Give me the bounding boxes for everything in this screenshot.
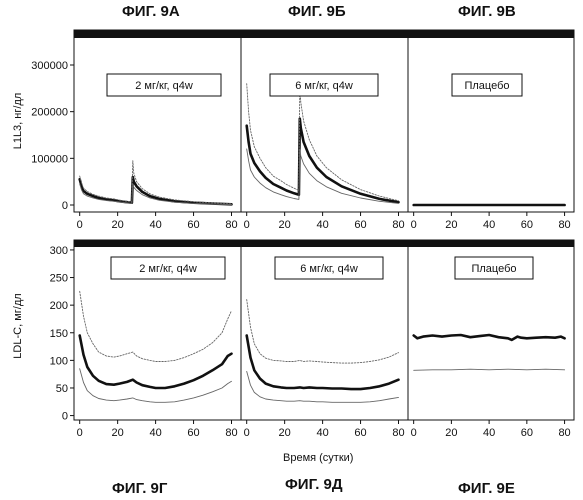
x-tick-label: 20 [445, 427, 457, 439]
x-tick-label: 0 [411, 219, 417, 231]
y-tick-label: 300000 [31, 60, 68, 72]
x-tick-label: 20 [279, 427, 291, 439]
y-tick-label: 200 [50, 300, 68, 312]
x-tick-label: 0 [77, 427, 83, 439]
x-tick-label: 40 [316, 427, 328, 439]
x-tick-label: 60 [521, 427, 533, 439]
x-tick-label: 80 [392, 219, 404, 231]
x-tick-label: 80 [225, 219, 237, 231]
y-tick-label: 300 [50, 245, 68, 257]
series-mean-line [414, 335, 565, 340]
panel-label: 2 мг/кг, q4w [135, 80, 193, 92]
y-tick-label: 0 [62, 200, 68, 212]
y-tick-label: 0 [62, 411, 68, 423]
x-tick-label: 20 [445, 219, 457, 231]
x-tick-label: 40 [149, 219, 161, 231]
x-tick-label: 60 [187, 427, 199, 439]
x-tick-label: 60 [354, 427, 366, 439]
panel-header-band [74, 30, 574, 38]
y-tick-label: 250 [50, 273, 68, 285]
panel-label: 6 мг/кг, q4w [300, 263, 358, 275]
series-upper-line [80, 291, 232, 361]
series-lower-line [80, 184, 232, 205]
x-tick-label: 0 [244, 427, 250, 439]
panel-label: 6 мг/кг, q4w [295, 80, 353, 92]
x-tick-label: 60 [354, 219, 366, 231]
x-tick-label: 20 [279, 219, 291, 231]
series-upper-line [247, 84, 399, 201]
y-tick-label: 200000 [31, 107, 68, 119]
x-tick-label: 80 [392, 427, 404, 439]
y-tick-label: 150 [50, 328, 68, 340]
x-tick-label: 20 [112, 219, 124, 231]
figure-title-9e: ФИГ. 9Д [285, 476, 343, 493]
x-tick-label: 60 [187, 219, 199, 231]
x-tick-label: 20 [112, 427, 124, 439]
figure-title-9d: ФИГ. 9Г [112, 480, 167, 497]
x-tick-label: 40 [483, 427, 495, 439]
series-upper-line [247, 300, 399, 364]
x-tick-label: 40 [316, 219, 328, 231]
x-tick-label: 0 [244, 219, 250, 231]
x-tick-label: 80 [558, 219, 570, 231]
panel-frame [408, 30, 574, 212]
panel-label: Плацебо [471, 263, 516, 275]
panel-frame [74, 30, 241, 212]
x-tick-label: 40 [483, 219, 495, 231]
x-tick-label: 80 [558, 427, 570, 439]
series-lower-line [414, 369, 565, 370]
panel-header-band [74, 240, 574, 247]
panel-label: Плацебо [464, 80, 509, 92]
figure-title-9f: ФИГ. 9Е [458, 480, 515, 497]
x-tick-label: 0 [411, 427, 417, 439]
y-tick-label: 100000 [31, 153, 68, 165]
y-tick-label: 50 [56, 383, 68, 395]
x-tick-label: 0 [77, 219, 83, 231]
x-axis-label: Время (сутки) [283, 452, 353, 464]
panel-label: 2 мг/кг, q4w [139, 263, 197, 275]
x-tick-label: 40 [149, 427, 161, 439]
x-tick-label: 80 [225, 427, 237, 439]
panel-frame [241, 30, 408, 212]
y-tick-label: 100 [50, 355, 68, 367]
x-tick-label: 60 [521, 219, 533, 231]
